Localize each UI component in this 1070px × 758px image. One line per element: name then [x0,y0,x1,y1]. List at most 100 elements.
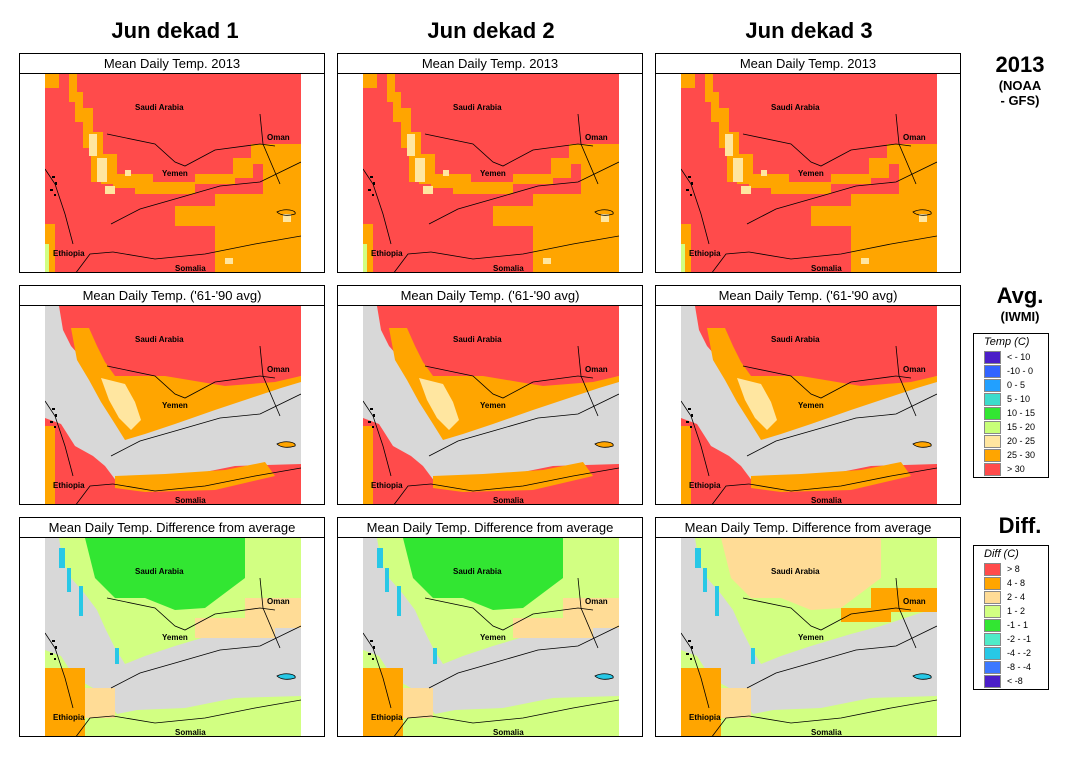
map-label-yemen: Yemen [480,401,506,410]
diff-legend-item: -4 - -2 [974,646,1048,660]
diff-legend-item: -8 - -4 [974,660,1048,674]
map-label-oman: Oman [903,597,926,606]
map-label-ethiopia: Ethiopia [689,481,721,490]
map-label-ethiopia: Ethiopia [689,713,721,722]
diff-legend-label: 4 - 8 [1007,578,1026,588]
diff-legend-item: 2 - 4 [974,590,1048,604]
temp-legend-swatch [984,406,1001,420]
row-label-avg-main: Avg. [996,283,1044,308]
temp-legend-label: 20 - 25 [1007,436,1036,446]
temp-legend-swatch [984,462,1001,476]
temp-legend-title: Temp (C) [984,336,1030,348]
diff-legend-label: -8 - -4 [1007,662,1032,672]
map-panel-row2-col2: Mean Daily Temp. ('61-'90 avg) Saudi Ara… [337,285,643,505]
diff-legend-swatch [984,618,1001,632]
temp-legend-item: 0 - 5 [974,378,1048,392]
map-panel-row1-col1: Mean Daily Temp. 2013 Saudi Arabia Oman … [19,53,325,273]
diff-legend-swatch [984,590,1001,604]
diff-legend-label: -2 - -1 [1007,634,1032,644]
map-label-saudi: Saudi Arabia [135,567,184,576]
map-label-yemen: Yemen [480,633,506,642]
map-label-somalia: Somalia [175,264,206,272]
map-label-saudi: Saudi Arabia [135,103,184,112]
map-label-saudi: Saudi Arabia [453,335,502,344]
map-image: Saudi Arabia Oman Yemen Ethiopia Somalia [45,306,301,504]
map-label-somalia: Somalia [175,496,206,504]
temp-legend-label: < - 10 [1007,352,1031,362]
temp-legend-label: > 30 [1007,464,1025,474]
diff-legend-item: -1 - 1 [974,618,1048,632]
map-label-yemen: Yemen [798,169,824,178]
diff-legend: Diff (C) > 8 4 - 8 2 - 4 1 - 2 -1 - 1 -2 - -1… [973,545,1049,690]
map-image: Saudi Arabia Oman Yemen Ethiopia Somalia [45,74,301,272]
map-label-ethiopia: Ethiopia [689,249,721,258]
map-panel-row2-col3: Mean Daily Temp. ('61-'90 avg) Saudi Ara… [655,285,961,505]
temp-legend-item: 15 - 20 [974,420,1048,434]
panel-title: Mean Daily Temp. ('61-'90 avg) [656,286,960,306]
map-label-saudi: Saudi Arabia [453,567,502,576]
map-image: Saudi Arabia Oman Yemen Ethiopia Somalia [681,74,937,272]
temp-legend-item: 20 - 25 [974,434,1048,448]
temp-legend-label: 10 - 15 [1007,408,1036,418]
map-panel-row3-col1: Mean Daily Temp. Difference from average… [19,517,325,737]
temp-legend-label: 5 - 10 [1007,394,1031,404]
temp-legend-swatch [984,448,1001,462]
map-label-yemen: Yemen [798,401,824,410]
panel-title: Mean Daily Temp. Difference from average [20,518,324,538]
diff-legend-label: -4 - -2 [1007,648,1032,658]
temp-legend-swatch [984,378,1001,392]
map-label-somalia: Somalia [493,264,524,272]
map-label-ethiopia: Ethiopia [371,713,403,722]
panel-title: Mean Daily Temp. Difference from average [338,518,642,538]
temp-legend-item: 5 - 10 [974,392,1048,406]
temp-legend-swatch [984,392,1001,406]
map-label-yemen: Yemen [162,169,188,178]
column-title-dekad-2: Jun dekad 2 [427,18,555,43]
diff-legend-item: < -8 [974,674,1048,688]
map-panel-row3-col3: Mean Daily Temp. Difference from average… [655,517,961,737]
panel-title: Mean Daily Temp. 2013 [338,54,642,74]
row-label-avg: Avg. (IWMI) [980,283,1060,324]
map-label-saudi: Saudi Arabia [135,335,184,344]
map-label-somalia: Somalia [175,728,206,736]
column-title-dekad-1: Jun dekad 1 [111,18,239,43]
diff-legend-swatch [984,576,1001,590]
map-label-yemen: Yemen [798,633,824,642]
temp-legend-swatch [984,350,1001,364]
map-image: Saudi Arabia Oman Yemen Ethiopia Somalia [363,306,619,504]
map-label-oman: Oman [903,365,926,374]
temp-legend-item: 10 - 15 [974,406,1048,420]
map-label-somalia: Somalia [493,728,524,736]
panel-title: Mean Daily Temp. ('61-'90 avg) [338,286,642,306]
diff-legend-item: > 8 [974,562,1048,576]
diff-legend-label: > 8 [1007,564,1020,574]
map-label-saudi: Saudi Arabia [771,335,820,344]
map-label-ethiopia: Ethiopia [371,481,403,490]
row-label-2013-main: 2013 [995,52,1045,77]
map-image: Saudi Arabia Oman Yemen Ethiopia Somalia [45,538,301,736]
diff-legend-swatch [984,632,1001,646]
map-label-somalia: Somalia [811,496,842,504]
diff-legend-label: < -8 [1007,676,1023,686]
map-label-oman: Oman [267,597,290,606]
temp-legend-label: -10 - 0 [1007,366,1034,376]
map-label-somalia: Somalia [811,264,842,272]
map-label-saudi: Saudi Arabia [453,103,502,112]
map-label-yemen: Yemen [480,169,506,178]
row-label-diff: Diff. [980,513,1060,539]
diff-legend-label: -1 - 1 [1007,620,1029,630]
map-label-ethiopia: Ethiopia [53,713,85,722]
temp-legend-swatch [984,364,1001,378]
map-image: Saudi Arabia Oman Yemen Ethiopia Somalia [681,538,937,736]
map-label-somalia: Somalia [811,728,842,736]
temp-legend-swatch [984,420,1001,434]
map-label-oman: Oman [267,133,290,142]
diff-legend-item: -2 - -1 [974,632,1048,646]
diff-legend-label: 2 - 4 [1007,592,1026,602]
map-label-oman: Oman [585,597,608,606]
temp-legend-label: 25 - 30 [1007,450,1036,460]
map-panel-row2-col1: Mean Daily Temp. ('61-'90 avg) Saudi Ara… [19,285,325,505]
map-label-oman: Oman [903,133,926,142]
map-label-ethiopia: Ethiopia [53,481,85,490]
temp-legend-item: 25 - 30 [974,448,1048,462]
